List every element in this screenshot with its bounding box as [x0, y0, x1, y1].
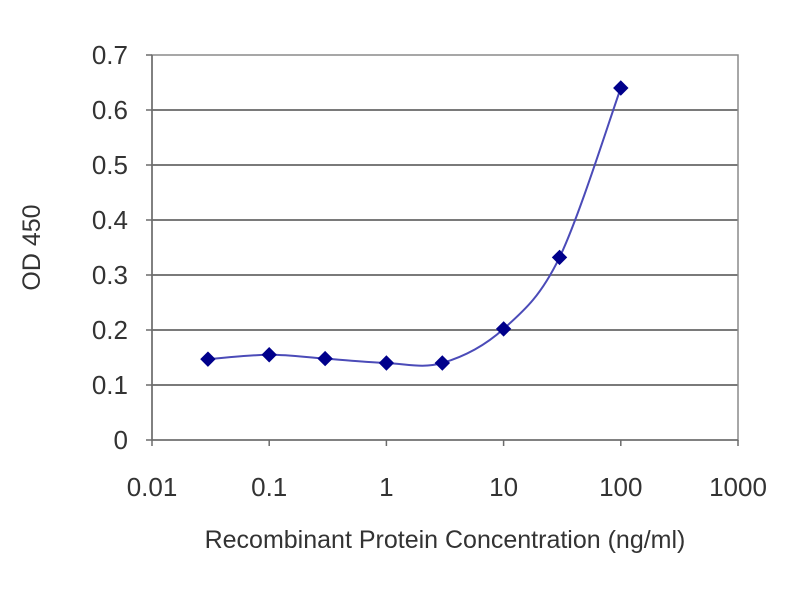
- data-point-marker: [613, 80, 629, 96]
- x-tick-label: 1000: [709, 472, 767, 502]
- y-tick-label: 0.6: [92, 95, 128, 125]
- y-axis-title: OD 450: [18, 204, 46, 290]
- data-point-marker: [261, 347, 277, 363]
- data-point-marker: [551, 249, 568, 266]
- data-point-marker: [200, 351, 216, 367]
- gridlines: [152, 109, 738, 386]
- y-tick-label: 0.1: [92, 370, 128, 400]
- y-tick-label: 0.3: [92, 260, 128, 290]
- series-line-path: [207, 87, 622, 367]
- y-tick-label: 0.2: [92, 315, 128, 345]
- y-tick-label: 0.5: [92, 150, 128, 180]
- y-tick-label: 0.7: [92, 40, 128, 70]
- x-tick-label: 0.1: [251, 472, 287, 502]
- x-axis-title: Recombinant Protein Concentration (ng/ml…: [205, 526, 686, 554]
- x-tick-label: 0.01: [127, 472, 178, 502]
- y-tick-label: 0: [114, 425, 128, 455]
- x-tick-label: 10: [489, 472, 518, 502]
- x-tick-labels: 0.01 0.1 1 10 100 1000: [127, 472, 767, 502]
- series-line: [207, 87, 622, 367]
- data-point-marker: [434, 355, 451, 371]
- y-tick-labels: 0 0.1 0.2 0.3 0.4 0.5 0.6 0.7: [92, 40, 128, 455]
- x-tick-label: 100: [599, 472, 642, 502]
- series-markers: [200, 80, 629, 371]
- data-point-marker: [495, 321, 512, 337]
- axes: [146, 54, 739, 446]
- x-tick-label: 1: [379, 472, 393, 502]
- y-tick-label: 0.4: [92, 205, 128, 235]
- data-point-marker: [378, 355, 395, 371]
- data-point-marker: [317, 350, 333, 367]
- plot-area-frame: [151, 54, 739, 441]
